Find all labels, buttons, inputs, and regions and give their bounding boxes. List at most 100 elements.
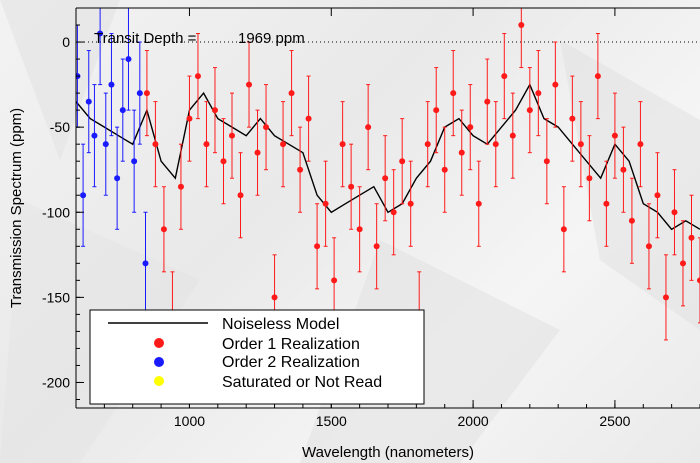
x-tick-label: 2000	[458, 413, 489, 429]
y-tick-label: -150	[42, 289, 70, 305]
legend-box	[89, 309, 425, 405]
data-point-order-1-realization	[288, 90, 295, 97]
transit-depth-annotation: Transit Depth = 1969 ppm	[94, 30, 305, 47]
data-point-order-2-realization	[102, 141, 109, 148]
data-point-order-1-realization	[594, 73, 601, 80]
data-point-order-1-realization	[322, 200, 329, 207]
data-point-order-1-realization	[501, 73, 508, 80]
data-point-order-2-realization	[97, 30, 104, 37]
data-point-order-1-realization	[645, 243, 652, 250]
data-point-order-1-realization	[331, 277, 338, 284]
data-point-order-1-realization	[543, 158, 550, 165]
data-point-order-1-realization	[143, 90, 150, 97]
data-point-order-1-realization	[339, 141, 346, 148]
data-point-order-1-realization	[305, 115, 312, 122]
data-point-order-1-realization	[407, 200, 414, 207]
data-point-order-2-realization	[80, 192, 87, 199]
data-point-order-1-realization	[441, 166, 448, 173]
data-point-order-1-realization	[637, 141, 644, 148]
legend-marker-order1	[154, 338, 164, 348]
data-point-order-1-realization	[526, 107, 533, 114]
data-point-order-2-realization	[91, 132, 98, 139]
data-point-order-1-realization	[254, 149, 261, 156]
data-point-order-1-realization	[433, 107, 440, 114]
data-point-order-1-realization	[492, 141, 499, 148]
y-tick-label: -200	[42, 374, 70, 390]
data-point-order-1-realization	[577, 141, 584, 148]
data-point-order-1-realization	[203, 141, 210, 148]
data-point-order-1-realization	[679, 260, 686, 267]
data-point-order-1-realization	[688, 234, 695, 241]
data-point-order-1-realization	[662, 294, 669, 301]
data-point-order-1-realization	[603, 200, 610, 207]
x-axis-title: Wavelength (nanometers)	[302, 444, 474, 461]
data-point-order-2-realization	[108, 81, 115, 88]
data-point-order-1-realization	[246, 81, 253, 88]
data-point-order-1-realization	[314, 243, 321, 250]
data-point-order-1-realization	[177, 183, 184, 190]
data-point-order-1-realization	[628, 217, 635, 224]
data-point-order-1-realization	[297, 166, 304, 173]
data-point-order-1-realization	[671, 209, 678, 216]
data-point-order-1-realization	[382, 175, 389, 182]
legend-marker-saturated	[154, 376, 164, 386]
data-point-order-1-realization	[237, 192, 244, 199]
data-point-order-1-realization	[586, 175, 593, 182]
data-point-order-1-realization	[211, 107, 218, 114]
legend-label-saturated: Saturated or Not Read	[222, 374, 382, 391]
y-axis-title: Transmission Spectrum (ppm)	[8, 108, 25, 308]
data-point-order-2-realization	[114, 175, 121, 182]
data-point-order-1-realization	[356, 226, 363, 233]
data-point-order-1-realization	[484, 98, 491, 105]
data-point-order-1-realization	[220, 158, 227, 165]
data-point-order-2-realization	[85, 98, 92, 105]
data-point-order-1-realization	[697, 277, 700, 284]
data-point-order-1-realization	[450, 90, 457, 97]
data-point-order-1-realization	[424, 141, 431, 148]
data-point-order-1-realization	[475, 200, 482, 207]
data-point-order-1-realization	[263, 124, 270, 131]
data-point-order-2-realization	[131, 158, 138, 165]
data-point-order-1-realization	[535, 90, 542, 97]
axes: 1000 1500 2000 2500 0 -50 -100 -150 -200	[42, 7, 700, 429]
y-tick-label: 0	[62, 34, 70, 50]
y-tick-label: -100	[42, 204, 70, 220]
data-point-order-1-realization	[160, 226, 167, 233]
data-point-order-1-realization	[569, 115, 576, 122]
data-point-order-1-realization	[552, 81, 559, 88]
data-point-order-1-realization	[399, 158, 406, 165]
data-point-order-1-realization	[467, 124, 474, 131]
data-point-order-1-realization	[280, 141, 287, 148]
legend-label-order2: Order 2 Realization	[222, 354, 360, 371]
data-point-order-1-realization	[365, 124, 372, 131]
data-point-order-2-realization	[142, 260, 149, 267]
transit-depth-label: Transit Depth =	[94, 30, 197, 47]
data-point-order-1-realization	[186, 115, 193, 122]
data-point-order-2-realization	[119, 107, 126, 114]
x-tick-label: 2500	[599, 413, 630, 429]
y-tick-label: -50	[50, 119, 70, 135]
data-point-order-2-realization	[125, 56, 132, 63]
data-point-order-1-realization	[518, 22, 525, 29]
data-point-order-1-realization	[348, 183, 355, 190]
data-point-order-1-realization	[654, 192, 661, 199]
data-point-order-1-realization	[194, 73, 201, 80]
legend-label-order1: Order 1 Realization	[222, 336, 360, 353]
legend-marker-order2	[154, 357, 164, 367]
data-point-order-1-realization	[620, 166, 627, 173]
data-point-order-2-realization	[136, 90, 143, 97]
data-point-order-1-realization	[509, 132, 516, 139]
series-line-noiseless-model	[76, 82, 700, 231]
data-point-order-1-realization	[390, 209, 397, 216]
legend: Noiseless Model Order 1 Realization Orde…	[89, 309, 425, 405]
data-point-order-1-realization	[560, 226, 567, 233]
data-point-order-1-realization	[152, 141, 159, 148]
data-point-order-1-realization	[229, 132, 235, 139]
data-point-order-1-realization	[373, 243, 380, 250]
legend-label-model: Noiseless Model	[222, 316, 339, 333]
data-point-order-1-realization	[271, 294, 278, 301]
data-point-order-1-realization	[611, 132, 618, 139]
x-tick-label: 1000	[174, 413, 205, 429]
